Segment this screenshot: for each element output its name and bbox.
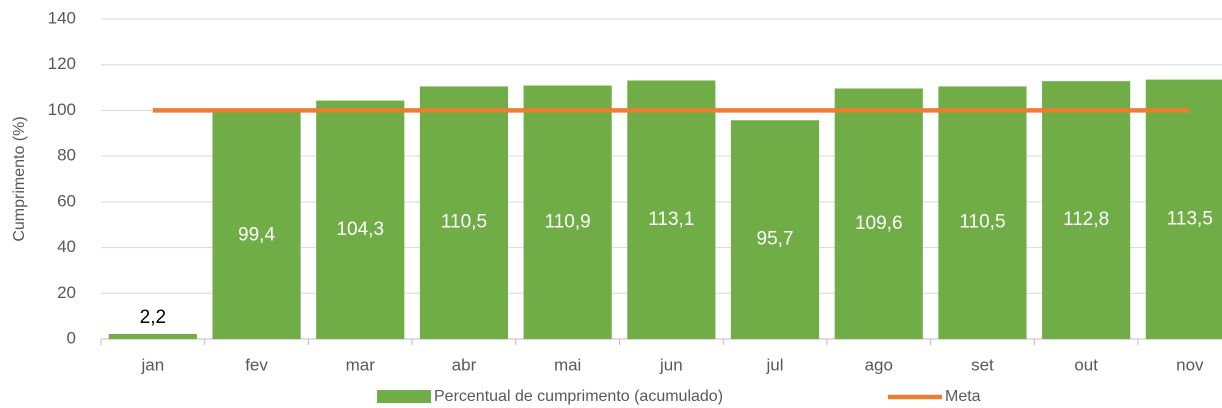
data-label: 95,7 (757, 229, 794, 250)
bar (316, 100, 405, 339)
x-tick-label: nov (1176, 355, 1204, 374)
bar (523, 85, 612, 339)
bar (1145, 79, 1222, 340)
x-tick-label: out (1074, 355, 1098, 374)
bar (834, 88, 923, 339)
legend-label: Percentual de cumprimento (acumulado) (434, 388, 723, 405)
bar (419, 86, 509, 339)
y-axis-label: Cumprimento (%) (11, 116, 28, 241)
bar (1042, 81, 1131, 340)
y-tick-label: 20 (57, 283, 76, 302)
x-tick-label: mai (554, 355, 581, 374)
data-label: 104,3 (336, 219, 384, 240)
x-tick-label: mar (346, 355, 376, 374)
x-tick-label: set (971, 355, 994, 374)
data-label: 113,1 (648, 209, 694, 230)
bar (212, 111, 301, 339)
legend-label: Meta (945, 388, 981, 405)
bar (627, 80, 716, 339)
data-label: 99,4 (238, 224, 275, 245)
bar (730, 120, 820, 339)
x-tick-label: fev (245, 355, 268, 374)
y-tick-label: 60 (57, 191, 76, 210)
data-label: 110,9 (545, 211, 591, 232)
x-tick-label: jan (141, 355, 165, 374)
data-label: 110,5 (441, 212, 487, 233)
data-label: 112,8 (1063, 209, 1109, 230)
y-tick-label: 80 (57, 146, 76, 165)
x-tick-label: jun (659, 355, 683, 374)
bar (938, 86, 1027, 339)
y-tick-label: 120 (48, 54, 76, 73)
bar (108, 333, 197, 339)
data-label: 110,5 (959, 212, 1005, 233)
data-label: 109,6 (855, 213, 903, 234)
y-tick-label: 0 (67, 328, 76, 347)
data-label: 2,2 (140, 307, 166, 328)
x-tick-label: jul (766, 355, 784, 374)
legend-swatch (377, 390, 431, 403)
x-tick-label: abr (452, 355, 477, 374)
x-tick-label: ago (865, 355, 893, 374)
y-tick-label: 100 (48, 100, 76, 119)
y-tick-label: 140 (48, 8, 76, 27)
data-label: 113,5 (1167, 208, 1213, 229)
y-tick-label: 40 (57, 237, 76, 256)
